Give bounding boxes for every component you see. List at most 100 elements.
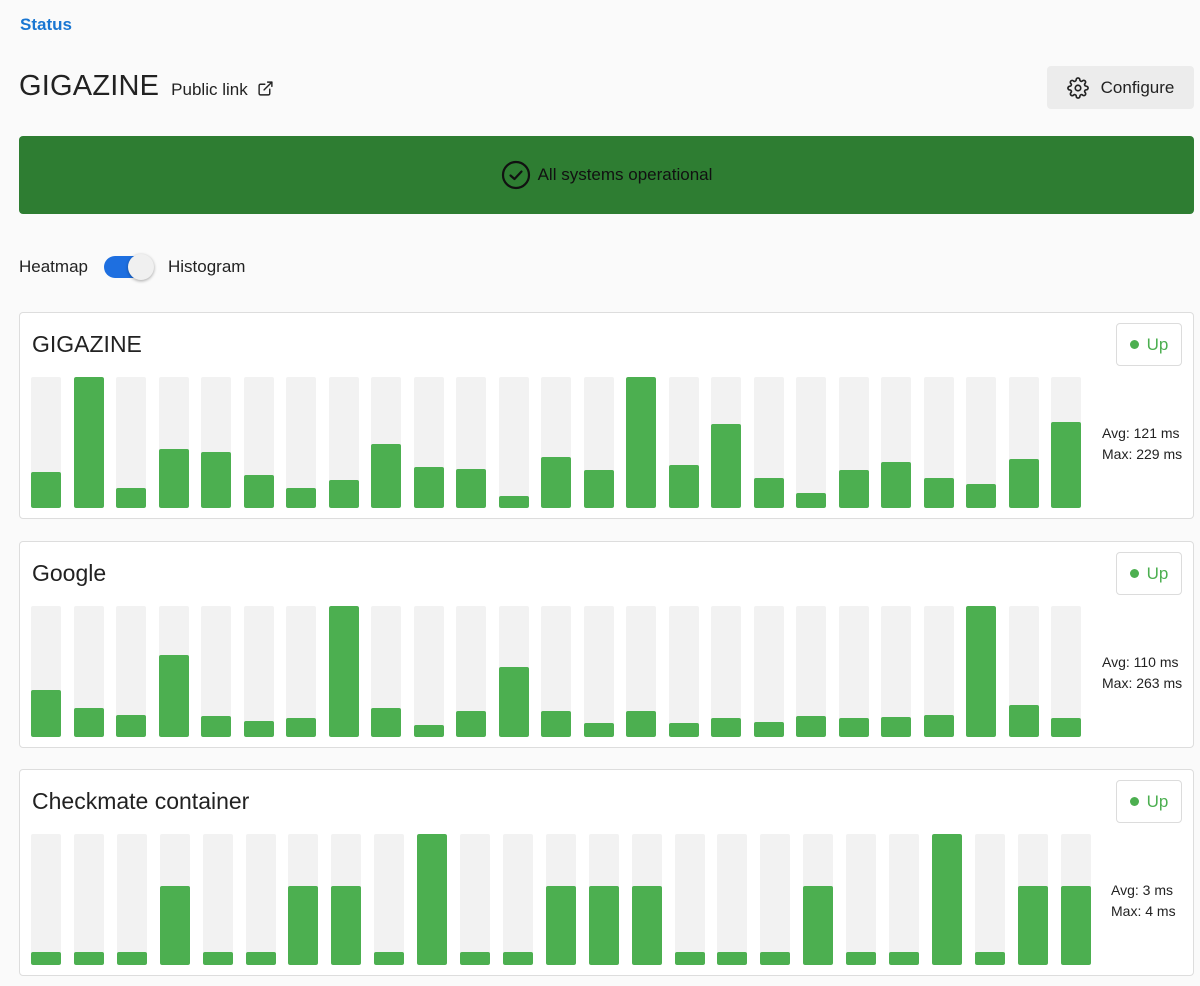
histogram-bar[interactable] [711,377,741,508]
breadcrumb-status[interactable]: Status [20,15,72,34]
histogram-bar-fill [541,711,571,737]
histogram-label[interactable]: Histogram [167,257,246,276]
histogram-bar[interactable] [503,834,533,965]
histogram-bar[interactable] [754,606,784,737]
histogram-bar[interactable] [286,606,316,737]
histogram-bar-fill [839,718,869,737]
histogram-bar[interactable] [286,377,316,508]
histogram-bar[interactable] [414,377,444,508]
view-switch-thumb[interactable] [127,254,154,280]
histogram-bar[interactable] [116,377,146,508]
histogram-bar[interactable] [632,834,662,965]
histogram-bar[interactable] [881,606,911,737]
histogram-bar[interactable] [1018,834,1048,965]
histogram-bar[interactable] [201,606,231,737]
histogram-bar[interactable] [711,606,741,737]
histogram-bar[interactable] [329,606,359,737]
histogram-bar[interactable] [160,834,190,965]
histogram-bar[interactable] [1061,834,1091,965]
histogram-bar[interactable] [499,377,529,508]
histogram-bar[interactable] [374,834,404,965]
histogram-bar[interactable] [74,377,104,508]
histogram-bar[interactable] [675,834,705,965]
histogram-bar[interactable] [975,834,1005,965]
histogram-bar[interactable] [1051,606,1081,737]
histogram-bar[interactable] [244,606,274,737]
histogram-bar[interactable] [626,606,656,737]
histogram-bar[interactable] [796,606,826,737]
histogram-bar[interactable] [669,377,699,508]
histogram-bar[interactable] [499,606,529,737]
histogram-bar[interactable] [584,377,614,508]
monitor-card-google[interactable]: Google Up Avg: 110 ms Max: 263 ms [19,541,1194,748]
histogram-bar[interactable] [546,834,576,965]
histogram-bar[interactable] [626,377,656,508]
histogram-bar[interactable] [803,834,833,965]
heatmap-label[interactable]: Heatmap [19,257,88,276]
histogram-bar[interactable] [966,606,996,737]
histogram-bar[interactable] [846,834,876,965]
configure-button[interactable]: Configure [1047,66,1194,109]
status-dot-icon [1129,797,1139,806]
histogram-bar[interactable] [331,834,361,965]
histogram-bar-fill [796,716,826,737]
histogram-bar[interactable] [1009,377,1039,508]
histogram-bar[interactable] [839,377,869,508]
histogram-bar[interactable] [74,834,104,965]
histogram-bar[interactable] [589,834,619,965]
histogram-bar[interactable] [669,606,699,737]
histogram-bar[interactable] [159,606,189,737]
monitor-name: Checkmate container [32,788,250,814]
histogram-bar[interactable] [717,834,747,965]
histogram-bar[interactable] [329,377,359,508]
histogram-bar[interactable] [760,834,790,965]
histogram-bar[interactable] [460,834,490,965]
histogram-bar-fill [669,465,699,508]
histogram-bar-fill [1018,886,1048,965]
histogram-bar[interactable] [924,606,954,737]
histogram-bar[interactable] [889,834,919,965]
histogram-bar-fill [924,715,954,737]
histogram-bar-fill [31,690,61,737]
histogram-bar[interactable] [244,377,274,508]
histogram-bar[interactable] [932,834,962,965]
histogram-bar[interactable] [414,606,444,737]
histogram-bar[interactable] [584,606,614,737]
view-switch[interactable] [103,254,156,280]
histogram-bar[interactable] [31,377,61,508]
histogram-bar[interactable] [541,606,571,737]
histogram-bar[interactable] [74,606,104,737]
public-link[interactable]: Public link [171,80,274,100]
histogram-bar-fill [74,377,104,508]
status-badge-label: Up [1146,563,1169,583]
histogram-bar[interactable] [371,377,401,508]
histogram-bar[interactable] [201,377,231,508]
histogram-bar[interactable] [203,834,233,965]
monitor-card-gigazine[interactable]: GIGAZINE Up Avg: 121 ms Max: 229 ms [19,312,1194,519]
histogram-bar-fill [966,484,996,508]
histogram-bar[interactable] [1051,377,1081,508]
histogram-bar[interactable] [116,606,146,737]
histogram-bar[interactable] [541,377,571,508]
histogram-bar[interactable] [1009,606,1039,737]
histogram-bar[interactable] [924,377,954,508]
histogram-bar[interactable] [881,377,911,508]
monitor-card-checkmate-container[interactable]: Checkmate container Up Avg: 3 ms Max: 4 … [19,769,1194,976]
histogram-bar[interactable] [246,834,276,965]
histogram-bar[interactable] [456,606,486,737]
histogram-bar[interactable] [371,606,401,737]
histogram-bar-fill [754,722,784,737]
histogram-bar[interactable] [966,377,996,508]
histogram-bar[interactable] [456,377,486,508]
histogram-bar[interactable] [796,377,826,508]
histogram-bar[interactable] [31,606,61,737]
histogram-bar[interactable] [839,606,869,737]
histogram-bar[interactable] [288,834,318,965]
histogram-bar[interactable] [417,834,447,965]
histogram-bar[interactable] [754,377,784,508]
histogram-bar-fill [201,452,231,508]
histogram-bar[interactable] [159,377,189,508]
histogram-bar[interactable] [117,834,147,965]
histogram-bar[interactable] [31,834,61,965]
